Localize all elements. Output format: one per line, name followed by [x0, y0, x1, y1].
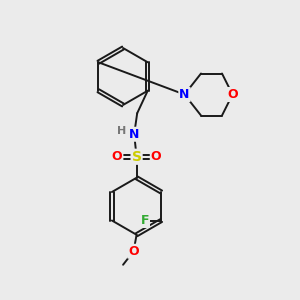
Text: O: O [227, 88, 238, 101]
Text: N: N [179, 88, 190, 101]
Text: S: S [132, 150, 142, 164]
Text: O: O [151, 150, 161, 163]
Text: N: N [129, 128, 140, 141]
Text: O: O [112, 150, 122, 163]
Text: H: H [117, 126, 126, 136]
Text: F: F [140, 214, 149, 227]
Text: O: O [128, 245, 139, 258]
